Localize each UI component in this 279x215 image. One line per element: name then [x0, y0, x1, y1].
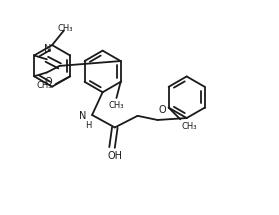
Text: N: N: [79, 111, 86, 121]
Text: O: O: [44, 77, 52, 88]
Text: N: N: [44, 44, 52, 54]
Text: CH₃: CH₃: [182, 122, 197, 131]
Text: CH₃: CH₃: [57, 24, 73, 33]
Text: CH₃: CH₃: [109, 101, 124, 110]
Text: OH: OH: [107, 151, 122, 161]
Text: O: O: [159, 105, 167, 115]
Text: H: H: [86, 121, 92, 130]
Text: CH₃: CH₃: [37, 81, 52, 90]
